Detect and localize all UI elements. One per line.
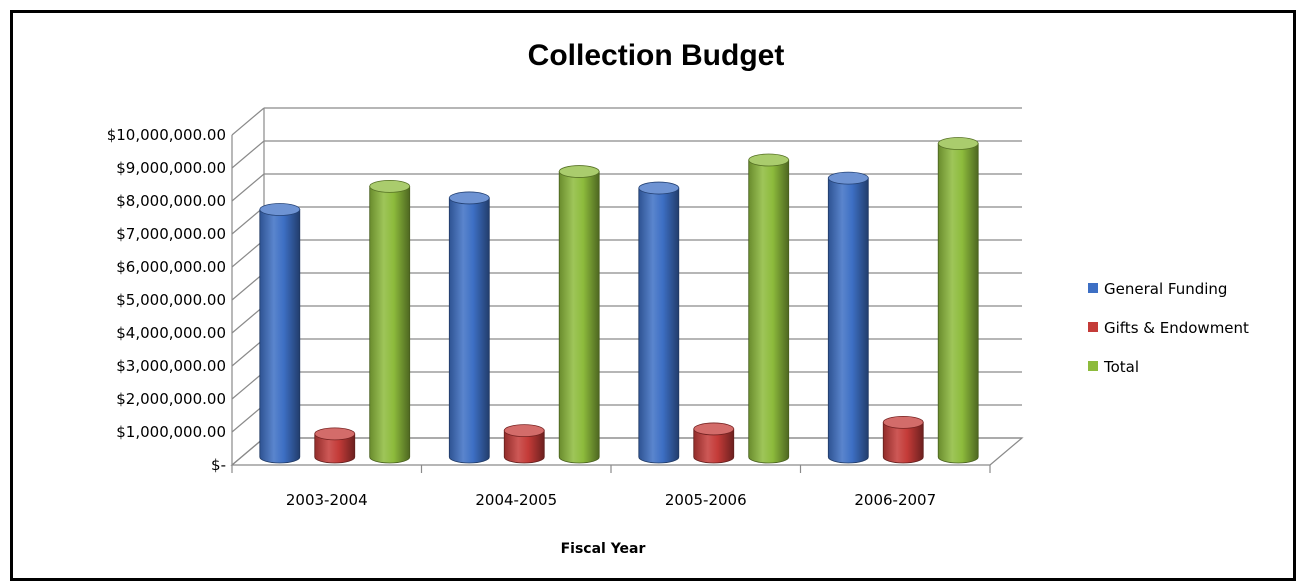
bar-top <box>937 137 979 150</box>
legend-item: Total <box>1088 358 1139 376</box>
bar-body <box>882 421 924 464</box>
bar-top <box>748 153 790 167</box>
chart-floor <box>230 437 1024 466</box>
gridline-depth <box>231 206 265 235</box>
bar-total-2003-2004 <box>369 179 411 464</box>
bar-total-2004-2005 <box>558 165 600 464</box>
legend-label: Total <box>1103 358 1139 376</box>
legend-swatch <box>1088 283 1098 293</box>
bar-top <box>259 203 301 216</box>
bar-general-funding-2004-2005 <box>448 191 490 464</box>
bar-gifts-endowment-2003-2004 <box>314 427 356 464</box>
bar-general-funding-2003-2004 <box>259 203 301 464</box>
gridline-depth <box>231 140 265 169</box>
bar-top <box>882 415 924 429</box>
bar-top <box>314 427 356 441</box>
bar-body <box>369 186 411 464</box>
bar-body <box>748 159 790 464</box>
gridline-depth <box>231 107 265 136</box>
bars <box>259 137 979 464</box>
bar-general-funding-2006-2007 <box>827 171 869 464</box>
legend: General Funding Gifts & Endowment Total <box>1088 280 1249 376</box>
bar-body <box>638 187 680 464</box>
bar-top <box>558 165 600 178</box>
y-tick-label: $10,000,000.00 <box>107 126 226 144</box>
x-axis-title: Fiscal Year <box>561 541 646 557</box>
chart-title: Collection Budget <box>528 39 785 72</box>
gridline-depth <box>231 173 265 202</box>
gridline-depth <box>231 239 265 268</box>
y-tick-label: $5,000,000.00 <box>116 291 226 309</box>
bar-body <box>448 197 490 464</box>
gridline-depth <box>231 371 265 400</box>
y-tick-label: $8,000,000.00 <box>116 192 226 210</box>
y-tick-label: $6,000,000.00 <box>116 258 226 276</box>
legend-swatch <box>1088 322 1098 332</box>
bar-gifts-endowment-2004-2005 <box>503 424 545 464</box>
legend-label: General Funding <box>1104 280 1227 298</box>
gridline-depth <box>231 404 265 433</box>
bar-body <box>827 177 869 464</box>
bar-body <box>503 430 545 464</box>
y-tick-label: $1,000,000.00 <box>116 423 226 441</box>
bar-top <box>638 181 680 195</box>
bar-general-funding-2005-2006 <box>638 181 680 464</box>
y-tick-label: $9,000,000.00 <box>116 159 226 177</box>
bar-body <box>259 209 301 464</box>
y-tick-label: $3,000,000.00 <box>116 357 226 375</box>
bar-gifts-endowment-2006-2007 <box>882 415 924 464</box>
bar-top <box>369 179 411 193</box>
bar-total-2005-2006 <box>748 153 790 464</box>
y-tick-label: $7,000,000.00 <box>116 225 226 243</box>
gridline-depth <box>231 305 265 334</box>
x-category-label: 2006-2007 <box>854 491 936 509</box>
y-tick-label: $4,000,000.00 <box>116 324 226 342</box>
bar-top <box>448 191 490 205</box>
x-category-label: 2003-2004 <box>286 491 368 509</box>
bar-body <box>693 428 735 464</box>
y-tick-label: $- <box>211 456 226 474</box>
gridline-depth <box>231 338 265 367</box>
gridline-depth <box>231 272 265 301</box>
legend-item: Gifts & Endowment <box>1088 319 1249 337</box>
legend-item: General Funding <box>1088 280 1227 298</box>
bar-total-2006-2007 <box>937 137 979 464</box>
bar-body <box>558 171 600 464</box>
x-category-label: 2004-2005 <box>475 491 557 509</box>
y-axis-tick-labels: $- $1,000,000.00 $2,000,000.00 $3,000,000.0… <box>107 126 226 474</box>
x-axis-category-labels: 2003-2004 2004-2005 2005-2006 2006-2007 <box>286 491 936 509</box>
bar-top <box>693 422 735 436</box>
bar-body <box>314 433 356 464</box>
bar-top <box>503 424 545 438</box>
y-tick-label: $2,000,000.00 <box>116 390 226 408</box>
legend-label: Gifts & Endowment <box>1104 319 1249 337</box>
bar-top <box>827 171 869 185</box>
bar-body <box>937 143 979 464</box>
legend-swatch <box>1088 361 1098 371</box>
x-category-label: 2005-2006 <box>665 491 747 509</box>
bar-gifts-endowment-2005-2006 <box>693 422 735 464</box>
